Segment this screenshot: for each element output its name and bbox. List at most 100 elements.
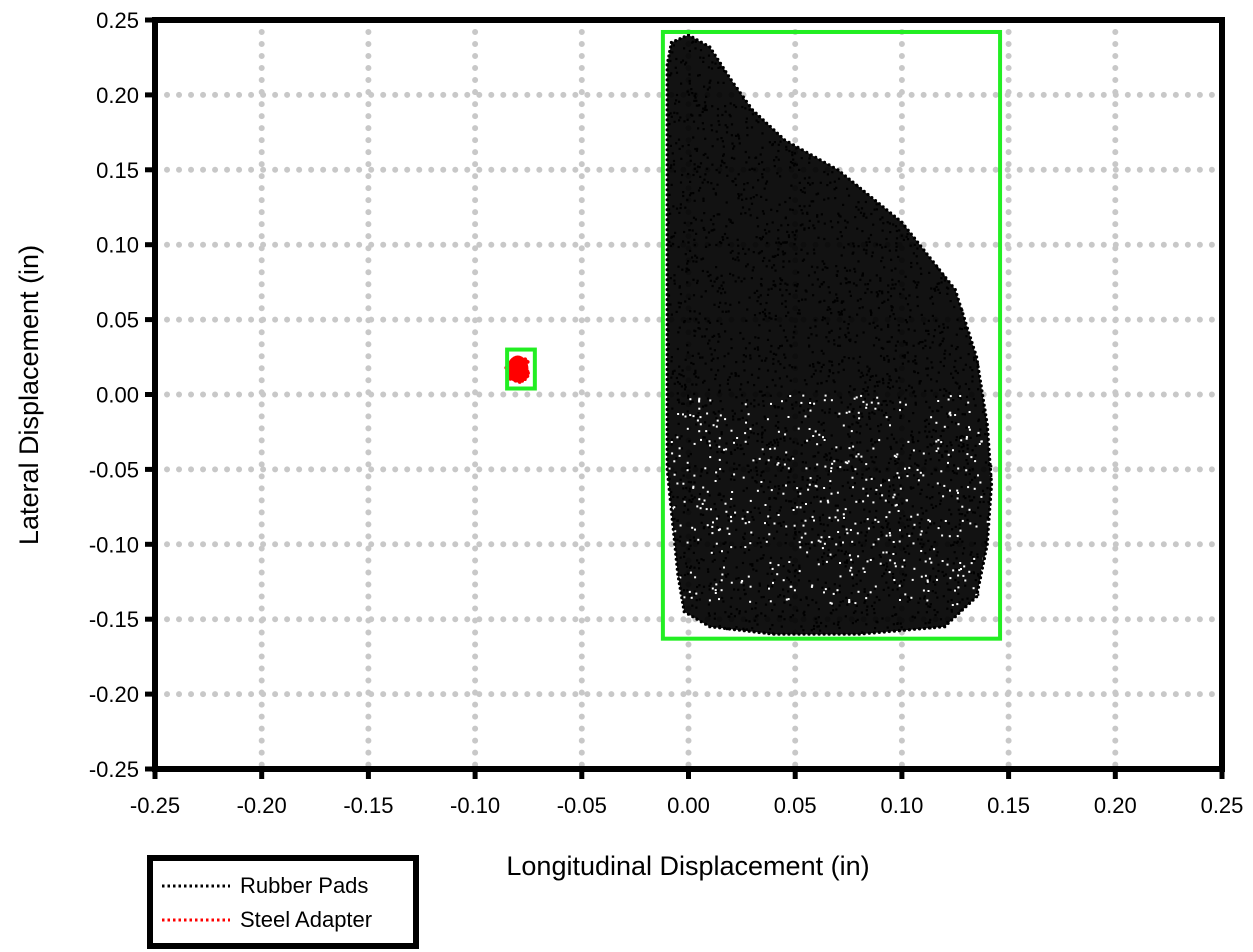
rubber-pads-point bbox=[723, 355, 726, 358]
rubber-pads-gap bbox=[929, 520, 931, 523]
rubber-pads-gap bbox=[796, 487, 799, 490]
rubber-pads-point bbox=[897, 503, 900, 506]
rubber-pads-point bbox=[686, 262, 689, 265]
x-tick-label: -0.05 bbox=[557, 793, 607, 818]
rubber-pads-point bbox=[922, 543, 925, 546]
y-tick-label: 0.25 bbox=[96, 8, 139, 33]
rubber-pads-point bbox=[865, 531, 868, 534]
rubber-pads-point bbox=[766, 223, 769, 226]
rubber-pads-point bbox=[828, 587, 831, 590]
rubber-pads-gap bbox=[924, 574, 927, 577]
rubber-pads-point bbox=[865, 623, 868, 626]
rubber-pads-point bbox=[821, 409, 824, 412]
rubber-pads-point bbox=[708, 81, 711, 84]
rubber-pads-point bbox=[877, 202, 881, 206]
rubber-pads-point bbox=[852, 388, 856, 391]
rubber-pads-point bbox=[868, 240, 871, 243]
rubber-pads-point bbox=[917, 538, 920, 541]
rubber-pads-point bbox=[681, 402, 684, 405]
rubber-pads-point bbox=[791, 506, 794, 510]
rubber-pads-point bbox=[874, 456, 877, 459]
rubber-pads-point bbox=[808, 157, 811, 160]
rubber-pads-point bbox=[796, 145, 800, 149]
rubber-pads-point bbox=[708, 533, 711, 536]
steel-adapter-point bbox=[526, 360, 530, 364]
rubber-pads-point bbox=[739, 331, 742, 335]
rubber-pads-point bbox=[823, 411, 826, 414]
rubber-pads-point bbox=[822, 316, 825, 319]
rubber-pads-point bbox=[795, 163, 798, 166]
rubber-pads-point bbox=[894, 459, 897, 463]
rubber-pads-point bbox=[901, 362, 904, 365]
rubber-pads-point bbox=[969, 481, 972, 484]
rubber-pads-point bbox=[697, 376, 700, 379]
rubber-pads-point bbox=[678, 37, 682, 41]
rubber-pads-point bbox=[665, 118, 669, 122]
rubber-pads-gap bbox=[749, 499, 752, 502]
rubber-pads-point bbox=[927, 483, 930, 486]
rubber-pads-point bbox=[886, 355, 889, 358]
rubber-pads-point bbox=[730, 338, 733, 341]
rubber-pads-point bbox=[861, 306, 864, 309]
rubber-pads-point bbox=[816, 266, 819, 269]
rubber-pads-point bbox=[702, 513, 705, 516]
rubber-pads-point bbox=[754, 480, 757, 483]
rubber-pads-gap bbox=[874, 518, 877, 521]
rubber-pads-point bbox=[874, 405, 877, 408]
rubber-pads-point bbox=[720, 450, 723, 453]
rubber-pads-point bbox=[905, 235, 908, 238]
rubber-pads-gap bbox=[696, 505, 699, 508]
rubber-pads-gap bbox=[878, 439, 881, 442]
rubber-pads-point bbox=[908, 597, 911, 600]
rubber-pads-point bbox=[953, 305, 956, 309]
rubber-pads-gap bbox=[725, 510, 728, 513]
rubber-pads-point bbox=[674, 552, 678, 556]
rubber-pads-point bbox=[724, 105, 727, 108]
rubber-pads-point bbox=[885, 562, 888, 565]
rubber-pads-point bbox=[859, 211, 863, 214]
rubber-pads-point bbox=[847, 632, 851, 636]
rubber-pads-point bbox=[678, 382, 681, 385]
rubber-pads-point bbox=[674, 39, 678, 43]
rubber-pads-point bbox=[753, 399, 756, 402]
rubber-pads-point bbox=[851, 180, 855, 184]
rubber-pads-gap bbox=[706, 490, 709, 493]
rubber-pads-point bbox=[665, 377, 669, 382]
rubber-pads-point bbox=[746, 464, 749, 467]
rubber-pads-point bbox=[954, 422, 958, 425]
rubber-pads-point bbox=[702, 56, 705, 59]
rubber-pads-point bbox=[814, 481, 817, 484]
rubber-pads-point bbox=[752, 568, 755, 571]
rubber-pads-gap bbox=[965, 469, 968, 472]
y-tick-label: -0.20 bbox=[89, 682, 139, 707]
rubber-pads-point bbox=[846, 221, 849, 224]
rubber-pads-point bbox=[765, 444, 769, 447]
rubber-pads-point bbox=[939, 331, 942, 334]
rubber-pads-point bbox=[852, 456, 855, 459]
rubber-pads-point bbox=[732, 418, 735, 421]
rubber-pads-point bbox=[788, 292, 791, 296]
rubber-pads-point bbox=[704, 245, 708, 248]
rubber-pads-point bbox=[810, 333, 813, 336]
rubber-pads-point bbox=[881, 292, 884, 295]
rubber-pads-point bbox=[681, 268, 684, 271]
rubber-pads-gap bbox=[686, 541, 689, 544]
rubber-pads-point bbox=[684, 63, 687, 66]
rubber-pads-point bbox=[791, 162, 794, 165]
rubber-pads-point bbox=[716, 319, 719, 323]
rubber-pads-point bbox=[879, 218, 882, 221]
rubber-pads-point bbox=[799, 189, 803, 192]
rubber-pads-point bbox=[950, 284, 954, 288]
rubber-pads-point bbox=[665, 168, 669, 172]
rubber-pads-gap bbox=[908, 534, 911, 537]
rubber-pads-point bbox=[866, 192, 870, 197]
rubber-pads-gap bbox=[940, 441, 943, 444]
rubber-pads-point bbox=[882, 400, 885, 403]
rubber-pads-point bbox=[933, 608, 936, 612]
rubber-pads-point bbox=[925, 252, 929, 256]
rubber-pads-gap bbox=[718, 598, 720, 601]
rubber-pads-point bbox=[683, 551, 686, 554]
rubber-pads-gap bbox=[686, 469, 689, 472]
rubber-pads-point bbox=[742, 360, 745, 363]
rubber-pads-point bbox=[953, 288, 957, 292]
